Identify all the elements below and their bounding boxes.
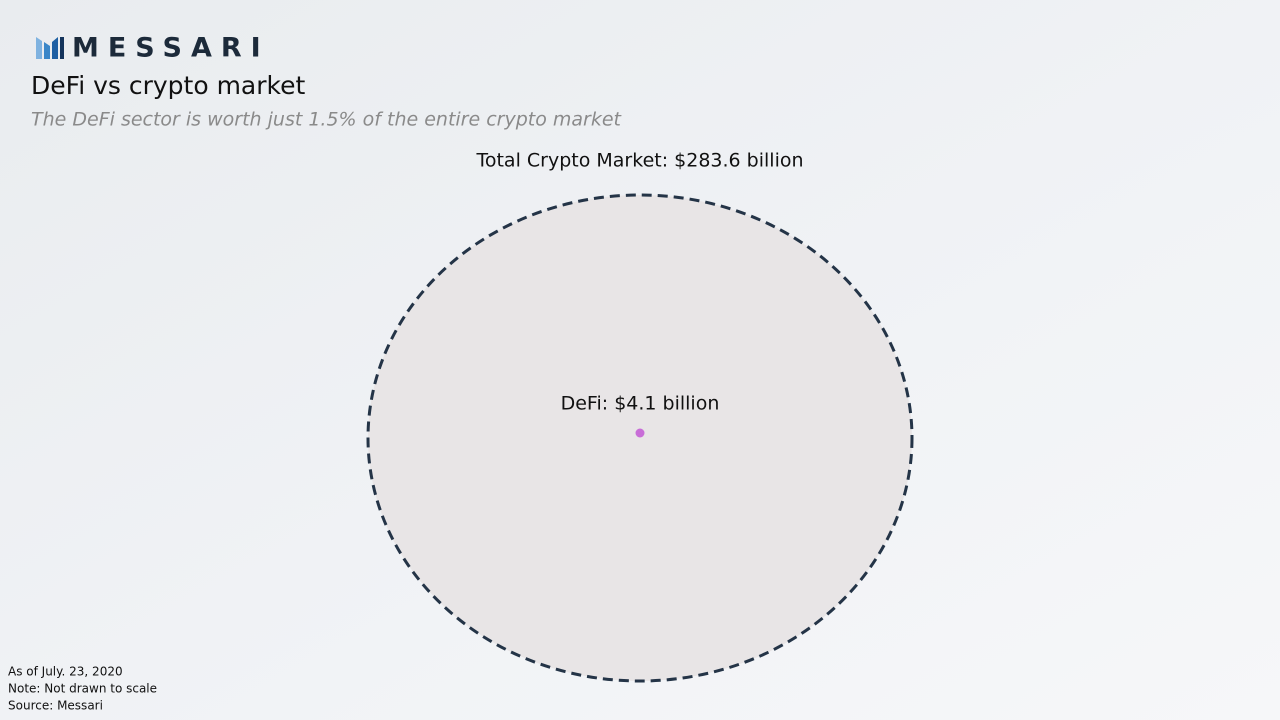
crypto-market-circle xyxy=(366,193,914,683)
inner-label: DeFi: $4.1 billion xyxy=(561,393,720,415)
logo-mark xyxy=(36,37,64,59)
subtitle: The DeFi sector is worth just 1.5% of th… xyxy=(31,109,623,131)
outer-label: Total Crypto Market: $283.6 billion xyxy=(475,150,803,172)
brand: MESSARI xyxy=(72,33,270,64)
title: DeFi vs crypto market xyxy=(31,71,306,100)
footnote: As of July. 23, 2020 xyxy=(8,665,123,679)
footnote: Source: Messari xyxy=(8,699,103,713)
defi-circle xyxy=(635,428,645,438)
footnote: Note: Not drawn to scale xyxy=(8,682,157,696)
